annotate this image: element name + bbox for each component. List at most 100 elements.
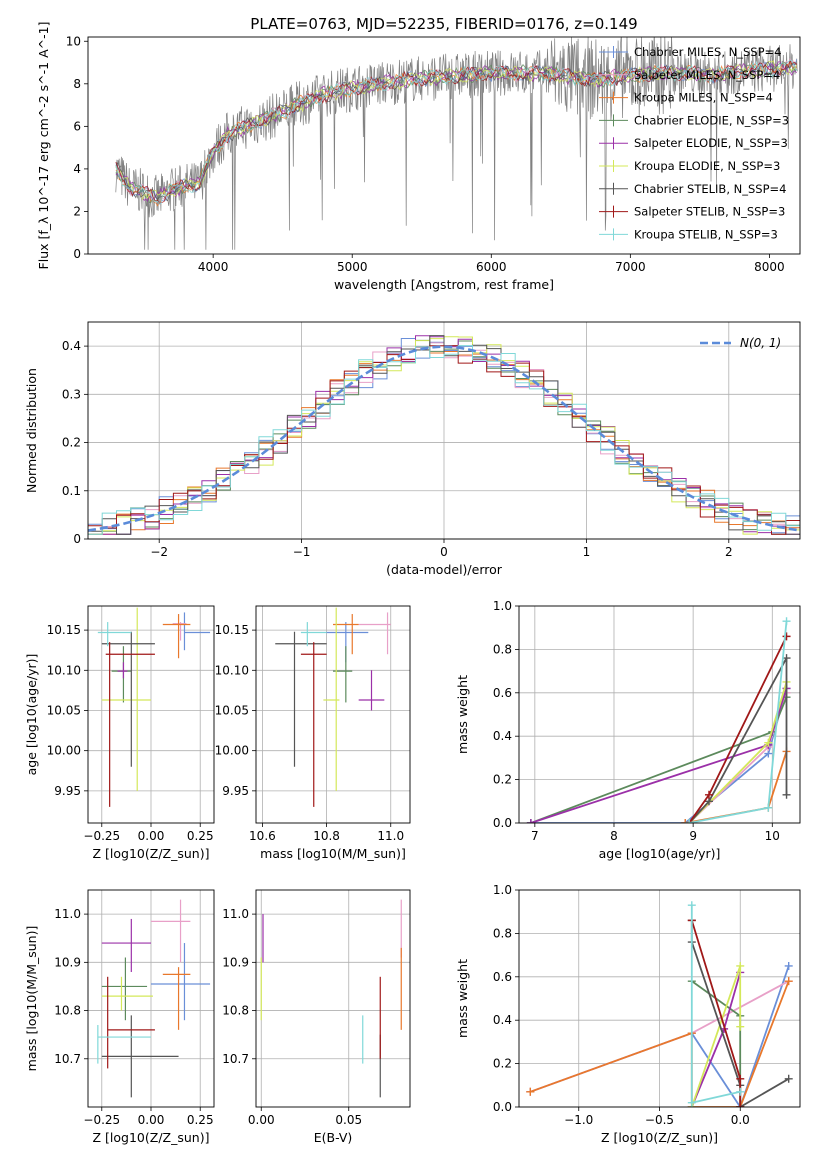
y-tick-label: 10.05	[215, 703, 249, 717]
x-tick-label: 8	[610, 829, 618, 843]
grid	[256, 606, 410, 823]
y-tick-label: 2	[73, 204, 81, 218]
series-point-salpeter_stelib	[704, 790, 713, 799]
y-tick-label: 0	[73, 532, 81, 546]
y-tick-label: 10.10	[215, 663, 249, 677]
y-tick-label: 10.05	[47, 703, 81, 717]
y-tick-label: 6	[73, 119, 81, 133]
y-tick-label: 10.7	[54, 1052, 81, 1066]
legend: Chabrier MILES, N_SSP=4 Salpeter MILES, N…	[599, 45, 789, 241]
legend-label-chabrier_stelib: Chabrier STELIB, N_SSP=4	[634, 182, 786, 196]
y-tick-label: 0.0	[493, 816, 512, 830]
series-line-chabrier_miles	[530, 688, 788, 823]
axes-frame	[518, 605, 801, 824]
grid	[88, 606, 214, 823]
y-tick-label: 4	[73, 162, 81, 176]
y-tick-label: 0.4	[62, 339, 81, 353]
legend-label-salpeter_miles: Salpeter MILES, N_SSP=4	[634, 68, 780, 82]
series-point-kroupa_elodie	[736, 1022, 745, 1031]
axes-frame	[255, 889, 411, 1108]
x-axis-label: Z [log10(Z/Z_sun)]	[93, 846, 210, 861]
series-point-chabrier_stelib	[784, 1074, 793, 1083]
series-point-kroupa_stelib	[687, 901, 696, 910]
panel-spectrum: 4000 5000 6000 7000 8000 0 2 4 6 8 10 wavelength [A…	[36, 22, 801, 292]
axes-frame	[87, 321, 801, 540]
series-line-chabrier_stelib	[688, 657, 788, 823]
panel-mass_vs_Z: −0.25 0.00 0.25 10.7 10.8 10.9 11.0 Z [log10(Z/…	[24, 889, 215, 1145]
x-tick-label: 8000	[754, 260, 785, 274]
x-axis-label: mass [log10(M/M_sun)]	[260, 846, 406, 861]
x-tick-label: 2	[725, 545, 733, 559]
y-tick-label: 10.7	[222, 1052, 249, 1066]
y-tick-label: 0.6	[493, 970, 512, 984]
y-tick-label: 0.8	[493, 642, 512, 656]
figure-title: PLATE=0763, MJD=52235, FIBERID=0176, z=0…	[250, 15, 637, 33]
x-axis-label: E(B-V)	[314, 1130, 353, 1145]
x-tick-label: 1	[583, 545, 591, 559]
y-tick-label: 0.2	[493, 773, 512, 787]
grid	[519, 605, 800, 824]
series-point-kroupa_elodie	[764, 738, 773, 747]
y-tick-label: 0.4	[493, 1013, 512, 1027]
series-point-kroupa_stelib	[687, 1098, 696, 1107]
y-tick-label: 10.9	[54, 955, 81, 969]
plot-area	[97, 899, 211, 1098]
grid	[256, 890, 410, 1107]
y-axis-label: mass [log10(M/M_sun)]	[24, 926, 39, 1072]
panel-massweight_vs_Z: −1.0 −0.5 0.0 0.0 0.2 0.4 0.6 0.8 1.0 Z [log10(Z/…	[455, 883, 801, 1145]
legend-label-kroupa_miles: Kroupa MILES, N_SSP=4	[634, 91, 773, 105]
x-axis-label: age [log10(age/yr)]	[599, 846, 721, 861]
x-tick-label: 11.0	[377, 829, 404, 843]
legend-label-kroupa_stelib: Kroupa STELIB, N_SSP=3	[634, 227, 778, 241]
y-tick-label: 10.00	[47, 744, 81, 758]
series-point-kroupa_stelib	[764, 803, 773, 812]
plot-area	[97, 607, 211, 807]
y-tick-label: 0.2	[493, 1057, 512, 1071]
x-tick-label: 0.0	[731, 1113, 750, 1127]
series-point-kroupa_miles	[681, 819, 690, 823]
histogram-kroupa_stelib	[88, 345, 800, 535]
y-tick-label: 9.95	[222, 784, 249, 798]
series-point-kroupa_elodie	[736, 961, 745, 970]
x-tick-label: 5000	[337, 260, 368, 274]
series-point-salpeter_stelib	[736, 1103, 745, 1107]
model-spectrum-salpeter_miles	[115, 58, 797, 205]
y-tick-label: 0.4	[493, 729, 512, 743]
y-tick-label: 0.8	[493, 926, 512, 940]
axes-frame	[87, 605, 215, 824]
y-axis-label: Flux [f_λ 10^-17 erg cm^-2 s^-1 A^-1]	[36, 22, 51, 270]
x-tick-label: 10.6	[249, 829, 276, 843]
x-tick-label: 9	[689, 829, 697, 843]
normal-curve	[88, 345, 800, 532]
series-point-chabrier_miles	[784, 961, 793, 970]
y-tick-label: 1.0	[493, 883, 512, 897]
x-tick-label: −1	[293, 545, 311, 559]
y-axis-label: mass weight	[455, 959, 470, 1038]
x-axis-label: (data-model)/error	[386, 562, 503, 577]
legend-label-kroupa_elodie: Kroupa ELODIE, N_SSP=3	[634, 159, 780, 173]
series-point-chabrier_stelib	[782, 654, 791, 663]
legend-label-salpeter_stelib: Salpeter STELIB, N_SSP=3	[634, 205, 785, 219]
y-tick-label: 0	[73, 247, 81, 261]
series-line-salpeter_elodie	[530, 688, 788, 823]
x-tick-label: 0.25	[187, 829, 214, 843]
y-tick-label: 0.6	[493, 686, 512, 700]
series-point-kroupa_stelib	[736, 1087, 745, 1096]
panel-age_vs_mass: 10.6 10.8 11.0 9.95 10.00 10.05 10.10 10.15 mass…	[215, 605, 411, 861]
axes-frame	[255, 605, 411, 824]
legend-label-salpeter_elodie: Salpeter ELODIE, N_SSP=3	[634, 136, 788, 150]
y-axis-label: Normed distribution	[24, 368, 39, 493]
y-tick-label: 10.8	[54, 1004, 81, 1018]
legend-label-chabrier_elodie: Chabrier ELODIE, N_SSP=3	[634, 113, 789, 127]
x-tick-label: −0.5	[645, 1113, 674, 1127]
axes-frame	[87, 889, 215, 1108]
axes-frame	[87, 36, 801, 255]
y-tick-label: 0.3	[62, 387, 81, 401]
axes-frame	[518, 889, 801, 1108]
legend-label-normal: N(0, 1)	[740, 336, 781, 350]
model-spectrum-kroupa_stelib	[115, 59, 798, 205]
y-tick-label: 9.95	[54, 784, 81, 798]
y-tick-label: 10	[66, 34, 81, 48]
x-tick-label: 0.00	[138, 1113, 165, 1127]
plot-area	[526, 617, 791, 823]
